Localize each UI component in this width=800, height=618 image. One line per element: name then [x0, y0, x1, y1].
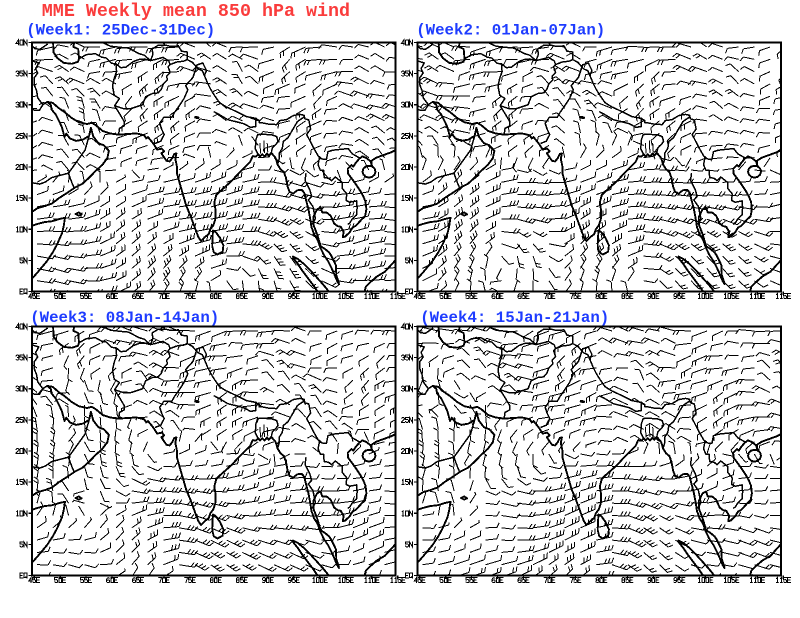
svg-text:(Week1: 25Dec-31Dec): (Week1: 25Dec-31Dec)	[26, 22, 215, 40]
svg-text:MME Weekly mean 850 hPa wind: MME Weekly mean 850 hPa wind	[42, 1, 350, 22]
svg-text:(Week3: 08Jan-14Jan): (Week3: 08Jan-14Jan)	[30, 309, 219, 327]
svg-text:(Week4: 15Jan-21Jan): (Week4: 15Jan-21Jan)	[420, 309, 609, 327]
svg-text:(Week2: 01Jan-07Jan): (Week2: 01Jan-07Jan)	[416, 22, 605, 40]
